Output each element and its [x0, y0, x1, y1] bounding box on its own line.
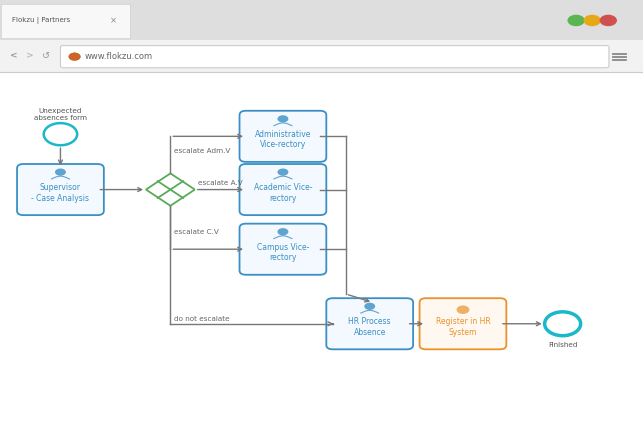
FancyBboxPatch shape [239, 111, 327, 162]
Circle shape [278, 115, 289, 122]
Circle shape [567, 15, 585, 26]
Text: do not escalate: do not escalate [174, 316, 230, 322]
Text: <: < [10, 52, 18, 61]
FancyBboxPatch shape [0, 72, 643, 426]
FancyBboxPatch shape [60, 46, 609, 68]
Text: Administrative
Vice-rectory: Administrative Vice-rectory [255, 130, 311, 150]
Circle shape [55, 168, 66, 176]
Circle shape [457, 305, 469, 314]
Text: Flokzu | Partners: Flokzu | Partners [12, 17, 70, 24]
Circle shape [583, 15, 601, 26]
Polygon shape [146, 173, 195, 206]
Text: escalate A.V: escalate A.V [198, 180, 243, 186]
FancyBboxPatch shape [1, 4, 131, 39]
FancyBboxPatch shape [0, 40, 643, 72]
Text: Academic Vice-
rectory: Academic Vice- rectory [254, 183, 312, 203]
Text: Register in HR
System: Register in HR System [435, 317, 491, 337]
Text: www.flokzu.com: www.flokzu.com [85, 52, 153, 61]
Text: Supervisor
- Case Analysis: Supervisor - Case Analysis [32, 183, 89, 203]
Circle shape [69, 53, 80, 60]
Text: >: > [26, 52, 34, 61]
Text: escalate Adm.V: escalate Adm.V [174, 147, 230, 154]
Text: Unexpected
absences form: Unexpected absences form [34, 108, 87, 121]
Circle shape [44, 123, 77, 145]
Text: ×: × [111, 16, 117, 25]
Circle shape [364, 302, 376, 310]
FancyBboxPatch shape [239, 224, 327, 275]
Circle shape [278, 168, 289, 176]
Text: ↺: ↺ [42, 51, 50, 61]
Text: Finished: Finished [548, 342, 577, 348]
Circle shape [278, 228, 289, 236]
Circle shape [545, 312, 581, 336]
FancyBboxPatch shape [17, 164, 104, 215]
FancyBboxPatch shape [0, 0, 643, 40]
Text: escalate C.V: escalate C.V [174, 229, 219, 235]
FancyBboxPatch shape [239, 164, 327, 215]
FancyBboxPatch shape [419, 298, 507, 349]
Text: Campus Vice-
rectory: Campus Vice- rectory [257, 243, 309, 262]
Text: HR Process
Absence: HR Process Absence [349, 317, 391, 337]
Circle shape [599, 15, 617, 26]
FancyBboxPatch shape [326, 298, 413, 349]
